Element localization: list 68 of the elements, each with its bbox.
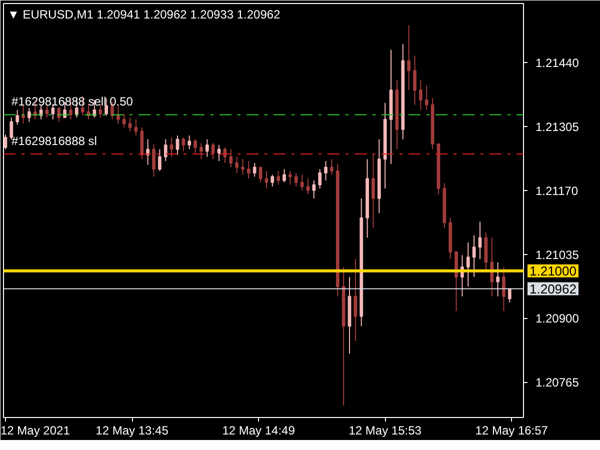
candlestick [39,105,43,120]
y-tick-label: 1.20900 [536,312,580,326]
y-tick-label: 1.21305 [536,120,580,134]
candlestick [57,108,61,122]
candlestick [188,135,192,150]
candlestick [158,148,162,172]
candlestick [294,172,298,188]
y-tick-label: 1.21170 [536,184,578,198]
candlestick [116,105,120,124]
chart-title: ▼ EURUSD,M1 1.20941 1.20962 1.20933 1.20962 [8,8,281,22]
y-tick-label: 1.21440 [536,56,580,70]
candlestick [466,242,470,287]
candlestick [413,55,416,106]
candlestick [122,113,126,128]
candlestick [241,158,244,176]
candlestick [140,126,144,160]
y-tick-label: 1.20765 [536,376,580,390]
candlestick [312,180,316,199]
candlestick [170,136,174,158]
candlestick [419,80,422,110]
x-tick-label: 12 May 2021 [0,424,70,438]
candlestick [28,108,31,122]
y-tick-label: 1.21035 [536,248,580,262]
candlestick [104,98,108,116]
candlestick [200,142,203,160]
x-tick-label: 12 May 16:57 [475,424,548,438]
candlestick [407,24,411,91]
ref-line-label: 1.20962 [530,281,576,296]
candlestick [330,158,334,176]
ref-line-label: #1629816888 sl [12,134,97,148]
x-tick-label: 12 May 13:45 [96,424,169,438]
candlestick [288,170,292,186]
candlestick [306,178,310,195]
ref-line-label: 1.21000 [530,263,576,278]
x-tick-label: 12 May 15:53 [348,424,422,438]
candlestick [194,138,197,154]
candlestick [478,221,482,260]
candlestick [324,160,328,181]
candlestick [4,134,8,150]
candlestick [496,262,500,297]
candlestick [146,138,150,166]
candlestick [424,84,428,110]
candlestick [152,144,156,178]
candlestick [252,162,256,178]
candlestick [10,117,14,140]
candlestick [472,234,476,278]
candlestick [246,160,250,180]
candlestick [235,156,238,174]
candlestick [270,174,274,188]
candlestick [229,148,233,168]
candlestick [211,142,215,160]
candlestick [128,117,132,132]
candlestick [205,138,209,158]
candlestick [502,266,506,312]
candlestick [276,170,280,186]
candlestick [300,174,304,191]
candlestick [264,170,268,189]
candlestick [372,153,375,228]
candlestick [508,288,512,304]
candlestick [16,109,20,126]
candlestick [258,166,262,183]
candlestick [318,168,322,189]
candlestick [217,144,221,162]
candlestick [22,104,25,124]
x-tick-label: 12 May 14:49 [222,424,296,438]
candlestick [282,168,286,183]
candlestick [182,136,186,152]
candlestick [164,138,168,162]
